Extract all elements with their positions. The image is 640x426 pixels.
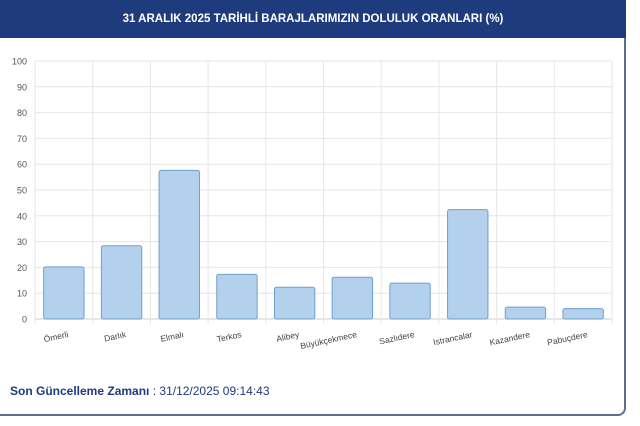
x-tick-label: Darlık [103,329,128,344]
bar-Alibey [273,286,316,320]
y-tick-label: 100 [12,57,27,67]
x-tick-label: Sazlıdere [378,329,415,346]
last-updated: Son Güncelleme Zamanı : 31/12/2025 09:14… [10,384,270,398]
y-tick-label: 20 [17,263,27,273]
y-tick-label: 0 [22,315,27,325]
y-tick-label: 30 [17,237,27,247]
x-tick-label: Alibey [275,329,300,344]
chart-title: 31 ARALIK 2025 TARİHLİ BARAJLARIMIZIN DO… [0,0,626,38]
bar-Pabuçdere [562,308,604,320]
last-updated-label: Son Güncelleme Zamanı [10,384,150,398]
x-tick-label: Pabuçdere [546,329,589,347]
bar-Ömerli [43,266,85,320]
x-tick-label: Büyükçekmece [299,329,358,351]
x-tick-label: Terkos [216,329,243,344]
x-tick-label: Elmalı [159,329,184,344]
last-updated-separator: : [149,384,160,398]
y-tick-label: 50 [17,186,27,196]
bar-Terkos [216,273,258,320]
chart-card [0,0,626,416]
last-updated-value: 31/12/2025 09:14:43 [159,384,270,398]
x-tick-label: Kazandere [489,329,532,347]
bar-Istrancalar [447,209,489,320]
bar-Kazandere [504,306,547,320]
bar-chart: 0 10 20 30 40 50 60 70 80 90 100 Ömerli Darlık Elmalı… [12,57,613,351]
x-tick-label: Istrancalar [432,329,473,347]
y-tick-label: 70 [17,134,27,144]
x-tick-label: Ömerli [43,329,70,344]
bar-Darlık [100,245,143,320]
y-tick-label: 40 [17,211,27,221]
y-tick-label: 60 [17,160,27,170]
bar-Büyükçekmece [331,276,374,320]
bar-Sazlıdere [389,282,431,320]
bar-Elmalı [158,169,200,320]
y-tick-label: 80 [17,108,27,118]
y-tick-label: 90 [17,82,27,92]
y-tick-label: 10 [17,289,27,299]
